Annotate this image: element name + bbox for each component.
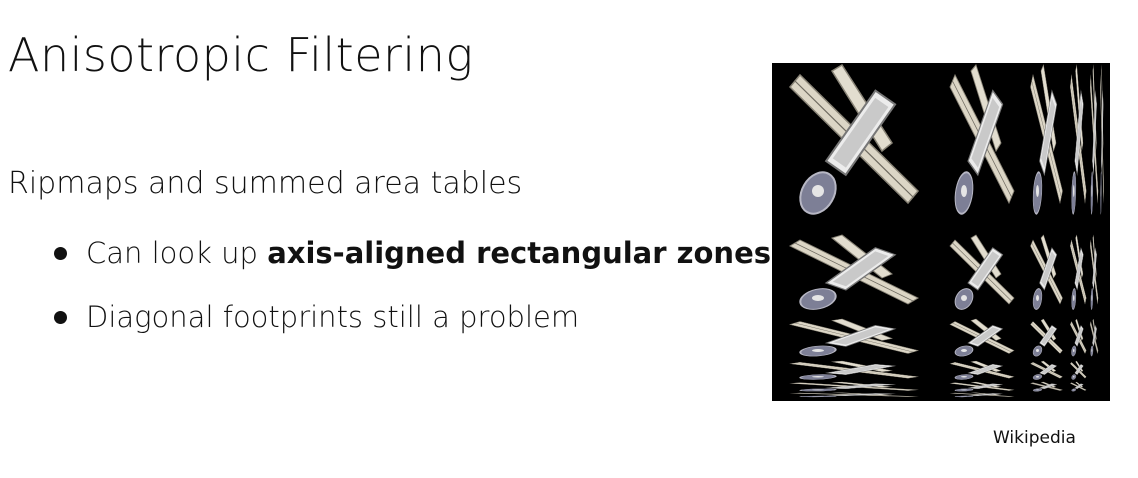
bullet-bold-text: axis-aligned rectangular zones xyxy=(267,236,772,270)
bullet-text: Can look up xyxy=(86,236,268,270)
bullet-dot-icon xyxy=(54,311,67,324)
bullet-text: Diagonal footprints still a problem xyxy=(86,300,580,334)
bullet-item: Can look up axis-aligned rectangular zon… xyxy=(52,232,771,274)
ripmap-illustration xyxy=(772,63,1110,401)
ripmap-image xyxy=(772,63,1110,401)
image-credit: Wikipedia xyxy=(993,428,1076,448)
bullet-list: Can look up axis-aligned rectangular zon… xyxy=(52,232,771,338)
slide-subtitle: Ripmaps and summed area tables xyxy=(8,166,523,201)
slide-title: Anisotropic Filtering xyxy=(8,28,474,82)
bullet-dot-icon xyxy=(54,247,67,260)
bullet-item: Diagonal footprints still a problem xyxy=(52,296,771,338)
